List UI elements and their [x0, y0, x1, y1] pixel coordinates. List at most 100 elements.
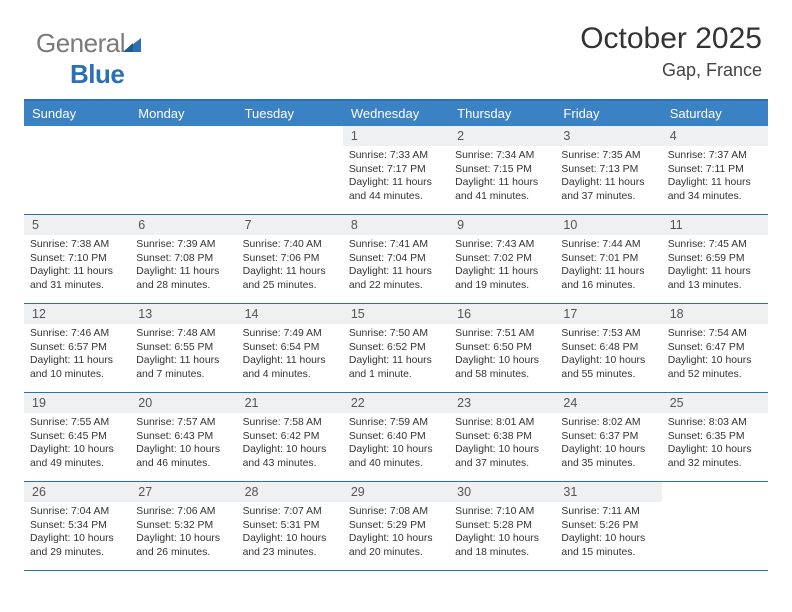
day-cell: 18 Sunrise: 7:54 AMSunset: 6:47 PMDayligh… [662, 304, 768, 392]
day-number: 3 [555, 126, 661, 146]
day-number: 6 [130, 215, 236, 235]
day-number: 14 [237, 304, 343, 324]
day-number: 12 [24, 304, 130, 324]
day-cell: 10Sunrise: 7:44 AMSunset: 7:01 PMDayligh… [555, 215, 661, 303]
day-info: Sunrise: 7:48 AMSunset: 6:55 PMDaylight:… [136, 327, 230, 382]
day-cell: 5 Sunrise: 7:38 AMSunset: 7:10 PMDaylight… [24, 215, 130, 303]
day-header: Thursday [449, 101, 555, 126]
day-number: 9 [449, 215, 555, 235]
day-number: 8 [343, 215, 449, 235]
brand-part1: General [36, 28, 125, 58]
day-cell: 15 Sunrise: 7:50 AMSunset: 6:52 PMDayligh… [343, 304, 449, 392]
day-number: 29 [343, 482, 449, 502]
day-number: 21 [237, 393, 343, 413]
day-cell [237, 126, 343, 214]
day-number: 25 [662, 393, 768, 413]
day-cell: 19 Sunrise: 7:55 AMSunset: 6:45 PMDayligh… [24, 393, 130, 481]
day-cell: 22 Sunrise: 7:59 AMSunset: 6:40 PMDayligh… [343, 393, 449, 481]
day-cell [130, 126, 236, 214]
day-number: 24 [555, 393, 661, 413]
day-info: Sunrise: 7:50 AMSunset: 6:52 PMDaylight:… [349, 327, 443, 382]
day-number: 28 [237, 482, 343, 502]
day-number: 19 [24, 393, 130, 413]
day-info: Sunrise: 7:55 AMSunset: 6:45 PMDaylight:… [30, 416, 124, 471]
day-number: 15 [343, 304, 449, 324]
day-number: 23 [449, 393, 555, 413]
day-cell: 24 Sunrise: 8:02 AMSunset: 6:37 PMDayligh… [555, 393, 661, 481]
day-number: 30 [449, 482, 555, 502]
day-cell: 1Sunrise: 7:33 AMSunset: 7:17 PMDaylight… [343, 126, 449, 214]
week-row: 1Sunrise: 7:33 AMSunset: 7:17 PMDaylight… [24, 126, 768, 215]
day-info: Sunrise: 7:49 AMSunset: 6:54 PMDaylight:… [243, 327, 337, 382]
day-number: 16 [449, 304, 555, 324]
day-cell: 14 Sunrise: 7:49 AMSunset: 6:54 PMDayligh… [237, 304, 343, 392]
day-cell: 16Sunrise: 7:51 AMSunset: 6:50 PMDayligh… [449, 304, 555, 392]
day-info: Sunrise: 7:44 AMSunset: 7:01 PMDaylight:… [561, 238, 655, 293]
day-cell: 26Sunrise: 7:04 AMSunset: 5:34 PMDayligh… [24, 482, 130, 570]
day-info: Sunrise: 7:58 AMSunset: 6:42 PMDaylight:… [243, 416, 337, 471]
day-info: Sunrise: 8:03 AMSunset: 6:35 PMDaylight:… [668, 416, 762, 471]
day-cell: 12Sunrise: 7:46 AMSunset: 6:57 PMDayligh… [24, 304, 130, 392]
day-header: Saturday [662, 101, 768, 126]
day-number: 31 [555, 482, 661, 502]
day-cell: 13 Sunrise: 7:48 AMSunset: 6:55 PMDayligh… [130, 304, 236, 392]
day-number: 1 [343, 126, 449, 146]
day-cell: 8 Sunrise: 7:41 AMSunset: 7:04 PMDaylight… [343, 215, 449, 303]
day-info: Sunrise: 7:57 AMSunset: 6:43 PMDaylight:… [136, 416, 230, 471]
day-number: 27 [130, 482, 236, 502]
day-info: Sunrise: 7:38 AMSunset: 7:10 PMDaylight:… [30, 238, 124, 293]
day-number: 2 [449, 126, 555, 146]
day-info: Sunrise: 7:07 AMSunset: 5:31 PMDaylight:… [243, 505, 337, 560]
week-row: 19 Sunrise: 7:55 AMSunset: 6:45 PMDayligh… [24, 393, 768, 482]
day-cell: 17 Sunrise: 7:53 AMSunset: 6:48 PMDayligh… [555, 304, 661, 392]
day-cell: 29 Sunrise: 7:08 AMSunset: 5:29 PMDayligh… [343, 482, 449, 570]
day-info: Sunrise: 7:06 AMSunset: 5:32 PMDaylight:… [136, 505, 230, 560]
day-info: Sunrise: 7:54 AMSunset: 6:47 PMDaylight:… [668, 327, 762, 382]
day-cell: 4 Sunrise: 7:37 AMSunset: 7:11 PMDaylight… [662, 126, 768, 214]
day-cell: 23Sunrise: 8:01 AMSunset: 6:38 PMDayligh… [449, 393, 555, 481]
day-number: 4 [662, 126, 768, 146]
day-cell [24, 126, 130, 214]
day-info: Sunrise: 7:59 AMSunset: 6:40 PMDaylight:… [349, 416, 443, 471]
day-info: Sunrise: 7:10 AMSunset: 5:28 PMDaylight:… [455, 505, 549, 560]
sail-icon [121, 36, 143, 54]
day-cell: 6 Sunrise: 7:39 AMSunset: 7:08 PMDaylight… [130, 215, 236, 303]
day-number: 20 [130, 393, 236, 413]
day-number: 5 [24, 215, 130, 235]
day-cell [662, 482, 768, 570]
day-header: Friday [555, 101, 661, 126]
brand-logo: General Blue [36, 28, 143, 90]
day-info: Sunrise: 7:11 AMSunset: 5:26 PMDaylight:… [561, 505, 655, 560]
day-number: 26 [24, 482, 130, 502]
day-cell: 31 Sunrise: 7:11 AMSunset: 5:26 PMDayligh… [555, 482, 661, 570]
day-cell: 28 Sunrise: 7:07 AMSunset: 5:31 PMDayligh… [237, 482, 343, 570]
day-header: Monday [130, 101, 236, 126]
day-info: Sunrise: 7:08 AMSunset: 5:29 PMDaylight:… [349, 505, 443, 560]
day-info: Sunrise: 7:37 AMSunset: 7:11 PMDaylight:… [668, 149, 762, 204]
day-cell: 9 Sunrise: 7:43 AMSunset: 7:02 PMDaylight… [449, 215, 555, 303]
brand-part2: Blue [70, 59, 124, 89]
day-cell: 30 Sunrise: 7:10 AMSunset: 5:28 PMDayligh… [449, 482, 555, 570]
day-cell: 25 Sunrise: 8:03 AMSunset: 6:35 PMDayligh… [662, 393, 768, 481]
day-number: 18 [662, 304, 768, 324]
calendar: SundayMondayTuesdayWednesdayThursdayFrid… [24, 99, 768, 571]
day-info: Sunrise: 7:53 AMSunset: 6:48 PMDaylight:… [561, 327, 655, 382]
day-info: Sunrise: 7:43 AMSunset: 7:02 PMDaylight:… [455, 238, 549, 293]
day-number: 22 [343, 393, 449, 413]
day-cell: 27 Sunrise: 7:06 AMSunset: 5:32 PMDayligh… [130, 482, 236, 570]
day-cell: 2 Sunrise: 7:34 AMSunset: 7:15 PMDaylight… [449, 126, 555, 214]
day-info: Sunrise: 8:02 AMSunset: 6:37 PMDaylight:… [561, 416, 655, 471]
day-number: 7 [237, 215, 343, 235]
day-header: Sunday [24, 101, 130, 126]
day-number: 13 [130, 304, 236, 324]
day-header-row: SundayMondayTuesdayWednesdayThursdayFrid… [24, 101, 768, 126]
day-info: Sunrise: 7:39 AMSunset: 7:08 PMDaylight:… [136, 238, 230, 293]
day-number: 17 [555, 304, 661, 324]
week-row: 5 Sunrise: 7:38 AMSunset: 7:10 PMDaylight… [24, 215, 768, 304]
day-info: Sunrise: 7:34 AMSunset: 7:15 PMDaylight:… [455, 149, 549, 204]
day-info: Sunrise: 7:45 AMSunset: 6:59 PMDaylight:… [668, 238, 762, 293]
day-info: Sunrise: 7:41 AMSunset: 7:04 PMDaylight:… [349, 238, 443, 293]
day-header: Wednesday [343, 101, 449, 126]
week-row: 26Sunrise: 7:04 AMSunset: 5:34 PMDayligh… [24, 482, 768, 571]
day-info: Sunrise: 7:40 AMSunset: 7:06 PMDaylight:… [243, 238, 337, 293]
